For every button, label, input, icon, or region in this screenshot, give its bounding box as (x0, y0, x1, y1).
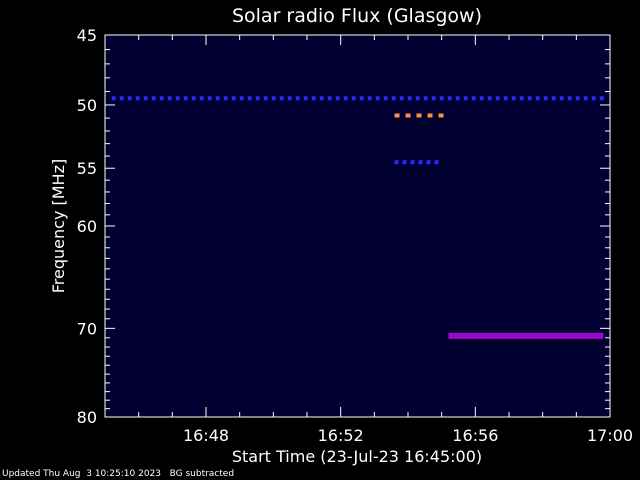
emission-dash (415, 96, 420, 101)
emission-dash (426, 160, 431, 165)
updated-timestamp: Updated Thu Aug 3 10:25:10 2023 (2, 469, 162, 479)
y-tick-label: 60 (77, 217, 97, 236)
x-tick-label: 16:48 (183, 426, 229, 445)
emission-dash (263, 96, 268, 101)
emission-dash (271, 96, 276, 101)
emission-dash (119, 96, 124, 101)
emission-dash (327, 96, 332, 101)
x-tick-label: 16:52 (318, 426, 364, 445)
emission-dash (135, 96, 140, 101)
emission-dash (439, 96, 444, 101)
emission-dash (359, 96, 364, 101)
emission-dash (527, 96, 532, 101)
emission-dash (575, 96, 580, 101)
emission-dash (559, 96, 564, 101)
emission-dash (295, 96, 300, 101)
emission-dash (551, 96, 556, 101)
emission-dash (479, 96, 484, 101)
emission-dash (405, 113, 411, 118)
emission-dash (416, 113, 422, 118)
emission-dash (438, 113, 444, 118)
emission-dash (407, 96, 412, 101)
chart-title: Solar radio Flux (Glasgow) (232, 5, 482, 27)
emission-dash (487, 96, 492, 101)
emission-dash (583, 96, 588, 101)
emission-dash (394, 113, 400, 118)
x-axis: 16:48 16:52 16:56 17:00 (104, 35, 633, 445)
y-axis: 45 50 55 60 70 80 (77, 26, 610, 427)
emission-dash (319, 96, 324, 101)
emission-dash (455, 96, 460, 101)
emission-dash (311, 96, 316, 101)
emission-dash (434, 160, 439, 165)
emission-dash (335, 96, 340, 101)
emission-dash (159, 96, 164, 101)
emission-dash (351, 96, 356, 101)
emission-dash (151, 96, 156, 101)
emission-dash (471, 96, 476, 101)
emission-dash (191, 96, 196, 101)
emission-dash (591, 96, 596, 101)
emission-dash (279, 96, 284, 101)
emission-dash (287, 96, 292, 101)
emission-dash (255, 96, 260, 101)
emission-dash (427, 113, 433, 118)
emission-dash (199, 96, 204, 101)
emission-dash (391, 96, 396, 101)
y-axis-label: Frequency [MHz] (49, 159, 68, 293)
emission-dash (599, 96, 604, 101)
emission-dash (383, 96, 388, 101)
emission-dash (375, 96, 380, 101)
emission-dash (143, 96, 148, 101)
emission-dash (431, 96, 436, 101)
emission-dash (239, 96, 244, 101)
emission-dash (495, 96, 500, 101)
emission-features (111, 96, 604, 339)
footer: Updated Thu Aug 3 10:25:10 2023 BG subtr… (2, 469, 234, 480)
emission-dash (519, 96, 524, 101)
emission-dash (535, 96, 540, 101)
emission-dash (111, 96, 116, 101)
emission-dash (394, 160, 399, 165)
y-tick-label: 80 (77, 408, 97, 427)
emission-dash (207, 96, 212, 101)
emission-dash (418, 160, 423, 165)
x-axis-label: Start Time (23-Jul-23 16:45:00) (232, 447, 482, 466)
emission-dash (423, 96, 428, 101)
emission-dash (503, 96, 508, 101)
emission-dash (231, 96, 236, 101)
emission-dash (127, 96, 132, 101)
x-tick-label: 16:56 (452, 426, 498, 445)
emission-dash (402, 160, 407, 165)
emission-dash (223, 96, 228, 101)
emission-dash (463, 96, 468, 101)
emission-dash (167, 96, 172, 101)
bg-note: BG subtracted (169, 469, 235, 479)
y-tick-label: 55 (77, 159, 97, 178)
emission-dash (567, 96, 572, 101)
y-tick-label: 45 (77, 26, 97, 45)
y-tick-label: 70 (77, 319, 97, 338)
emission-dash (183, 96, 188, 101)
emission-dash (175, 96, 180, 101)
emission-dash (303, 96, 308, 101)
emission-dash (247, 96, 252, 101)
x-tick-label: 17:00 (587, 426, 633, 445)
plot-area (105, 35, 610, 417)
emission-dash (399, 96, 404, 101)
emission-dash (410, 160, 415, 165)
y-tick-label: 50 (77, 96, 97, 115)
emission-dash (511, 96, 516, 101)
emission-dash (543, 96, 548, 101)
emission-dash (343, 96, 348, 101)
emission-dash (447, 96, 452, 101)
emission-dash (215, 96, 220, 101)
emission-dash (367, 96, 372, 101)
